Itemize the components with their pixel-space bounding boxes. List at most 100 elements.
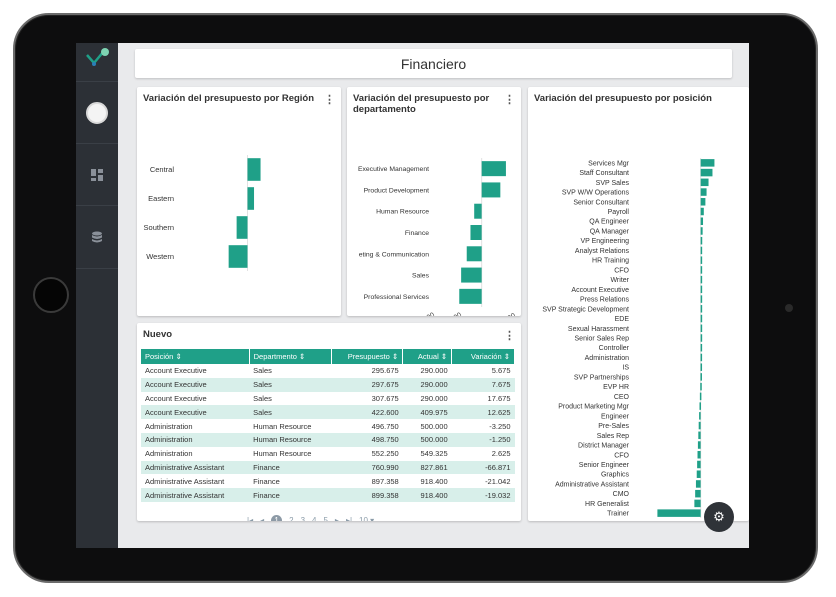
- x-tick-label: -400.000: [409, 312, 437, 316]
- table-card: Nuevo ⋮ Posición ⇕ Departmento ⇕ Presupu…: [137, 323, 521, 521]
- table-cell: 552.250: [371, 449, 399, 459]
- data-table: Posición ⇕ Departmento ⇕ Presupuesto ⇕ A…: [141, 349, 515, 502]
- category-label: HR Generalist: [585, 501, 629, 508]
- table-row[interactable]: Account Executive Sales 307.675 290.000 17.6…: [141, 392, 515, 406]
- bar: [697, 451, 701, 459]
- table-row[interactable]: Administrative Assistant Finance 899.358 91…: [141, 488, 515, 502]
- sidebar-item-dashboards[interactable]: [76, 143, 118, 206]
- table-row[interactable]: Administration Human Resource 498.750 500.0…: [141, 432, 515, 447]
- table-cell: Finance: [253, 476, 280, 486]
- table-cell: 496.750: [371, 421, 399, 431]
- page-link[interactable]: 5: [323, 516, 328, 521]
- database-icon: [92, 231, 102, 243]
- bar: [247, 158, 261, 181]
- col-header-label: Actual: [417, 352, 439, 361]
- bar: [700, 188, 707, 196]
- bar: [700, 217, 704, 225]
- app-logo[interactable]: [84, 47, 110, 73]
- table-cell: 500.000: [420, 421, 448, 431]
- table-cell: Account Executive: [141, 377, 250, 392]
- table-row[interactable]: Administration Human Resource 496.750 500.0…: [141, 419, 515, 433]
- page-size-value: 10: [359, 516, 368, 521]
- bar: [694, 499, 701, 508]
- col-header-actual[interactable]: Actual ⇕: [402, 349, 453, 364]
- category-label: Southern: [144, 223, 174, 232]
- table-row[interactable]: Administrative Assistant Finance 760.990 82…: [141, 460, 515, 475]
- category-label: Senior Engineer: [579, 462, 630, 469]
- table-row[interactable]: Account Executive Sales 422.600 409.975 12.6…: [141, 405, 515, 420]
- table-cell: 897.358: [371, 476, 399, 486]
- table-cell: -3.250: [489, 421, 511, 431]
- table-row[interactable]: Administration Human Resource 552.250 549.3…: [141, 447, 515, 461]
- last-page-icon[interactable]: ▸|: [345, 516, 353, 521]
- page-link[interactable]: 3: [300, 516, 306, 521]
- category-label: SVP Strategic Development: [542, 306, 629, 313]
- bar: [474, 203, 482, 219]
- category-label: CFO: [614, 267, 629, 274]
- table-title: Nuevo: [143, 329, 173, 340]
- sidebar-item-profile[interactable]: [76, 81, 118, 144]
- bar: [700, 373, 702, 381]
- col-header-presupuesto[interactable]: Presupuesto ⇕: [331, 349, 404, 364]
- page-header: Financiero: [135, 49, 732, 78]
- region-chart-menu-icon[interactable]: ⋮: [324, 94, 335, 106]
- table-cell: 307.675: [371, 393, 399, 403]
- col-header-label: Departmento: [253, 352, 297, 361]
- bar: [700, 334, 703, 342]
- position-chart: Services Mgr Staff Consultant SVP Sales SVP…: [542, 158, 715, 518]
- table-cell: 498.750: [331, 432, 403, 447]
- bar: [700, 266, 703, 274]
- bar: [700, 198, 706, 206]
- col-header-departamento[interactable]: Departmento ⇕: [249, 349, 333, 364]
- category-label: SVP W/W Operations: [562, 190, 630, 197]
- col-header-posicion[interactable]: Posición ⇕: [141, 349, 250, 364]
- category-label: Trainer: [607, 511, 630, 518]
- category-label: Senior Sales Rep: [575, 336, 630, 343]
- table-cell: 12.625: [451, 405, 515, 420]
- page-size-select[interactable]: 10 ▾: [359, 516, 374, 521]
- category-label: Engineer: [601, 413, 630, 420]
- table-menu-icon[interactable]: ⋮: [504, 330, 515, 342]
- col-header-label: Presupuesto: [347, 352, 390, 361]
- settings-gear-icon[interactable]: ⚙: [704, 502, 734, 532]
- table-cell: 297.675: [331, 377, 403, 392]
- page-title: Financiero: [400, 55, 467, 72]
- table-row[interactable]: Administrative Assistant Finance 897.358 91…: [141, 474, 515, 488]
- category-label: Central: [150, 165, 175, 174]
- table-row[interactable]: Account Executive Sales 295.675 290.000 5.67…: [141, 364, 515, 378]
- sidebar-item-data[interactable]: [76, 205, 118, 269]
- table-cell: 500.000: [402, 432, 452, 447]
- page-link[interactable]: 2: [289, 516, 294, 521]
- first-page-icon[interactable]: |◂: [247, 516, 254, 521]
- department-chart-menu-icon[interactable]: ⋮: [504, 94, 515, 106]
- bar: [657, 509, 701, 517]
- bar: [700, 343, 703, 352]
- category-label: Eastern: [148, 194, 174, 203]
- category-label: Sales: [412, 273, 430, 280]
- prev-page-icon[interactable]: ◂: [260, 516, 265, 521]
- col-header-variacion[interactable]: Variación ⇕: [451, 349, 515, 364]
- sidebar: [76, 43, 118, 548]
- bar: [470, 225, 482, 240]
- bar: [481, 182, 501, 198]
- category-label: Finance: [405, 230, 429, 237]
- table-cell: -1.250: [451, 432, 515, 447]
- home-button: [33, 277, 69, 313]
- bar: [700, 168, 713, 177]
- bar: [697, 441, 701, 449]
- bar: [697, 460, 701, 469]
- category-label: Executive Management: [358, 166, 429, 173]
- bar: [228, 245, 248, 268]
- category-label: CMO: [613, 491, 630, 498]
- table-cell: 295.675: [371, 366, 399, 376]
- next-page-icon[interactable]: ▸: [334, 516, 339, 521]
- bar: [700, 305, 703, 313]
- page-current[interactable]: 1: [271, 515, 283, 521]
- category-label: Account Executive: [571, 287, 629, 294]
- page-link[interactable]: 4: [312, 516, 317, 521]
- table-row[interactable]: Account Executive Sales 297.675 290.000 7.67…: [141, 377, 515, 392]
- table-cell: Human Resource: [253, 421, 312, 431]
- bar: [700, 314, 703, 323]
- bar: [700, 285, 703, 294]
- x-tick-label: 200.000: [492, 312, 518, 316]
